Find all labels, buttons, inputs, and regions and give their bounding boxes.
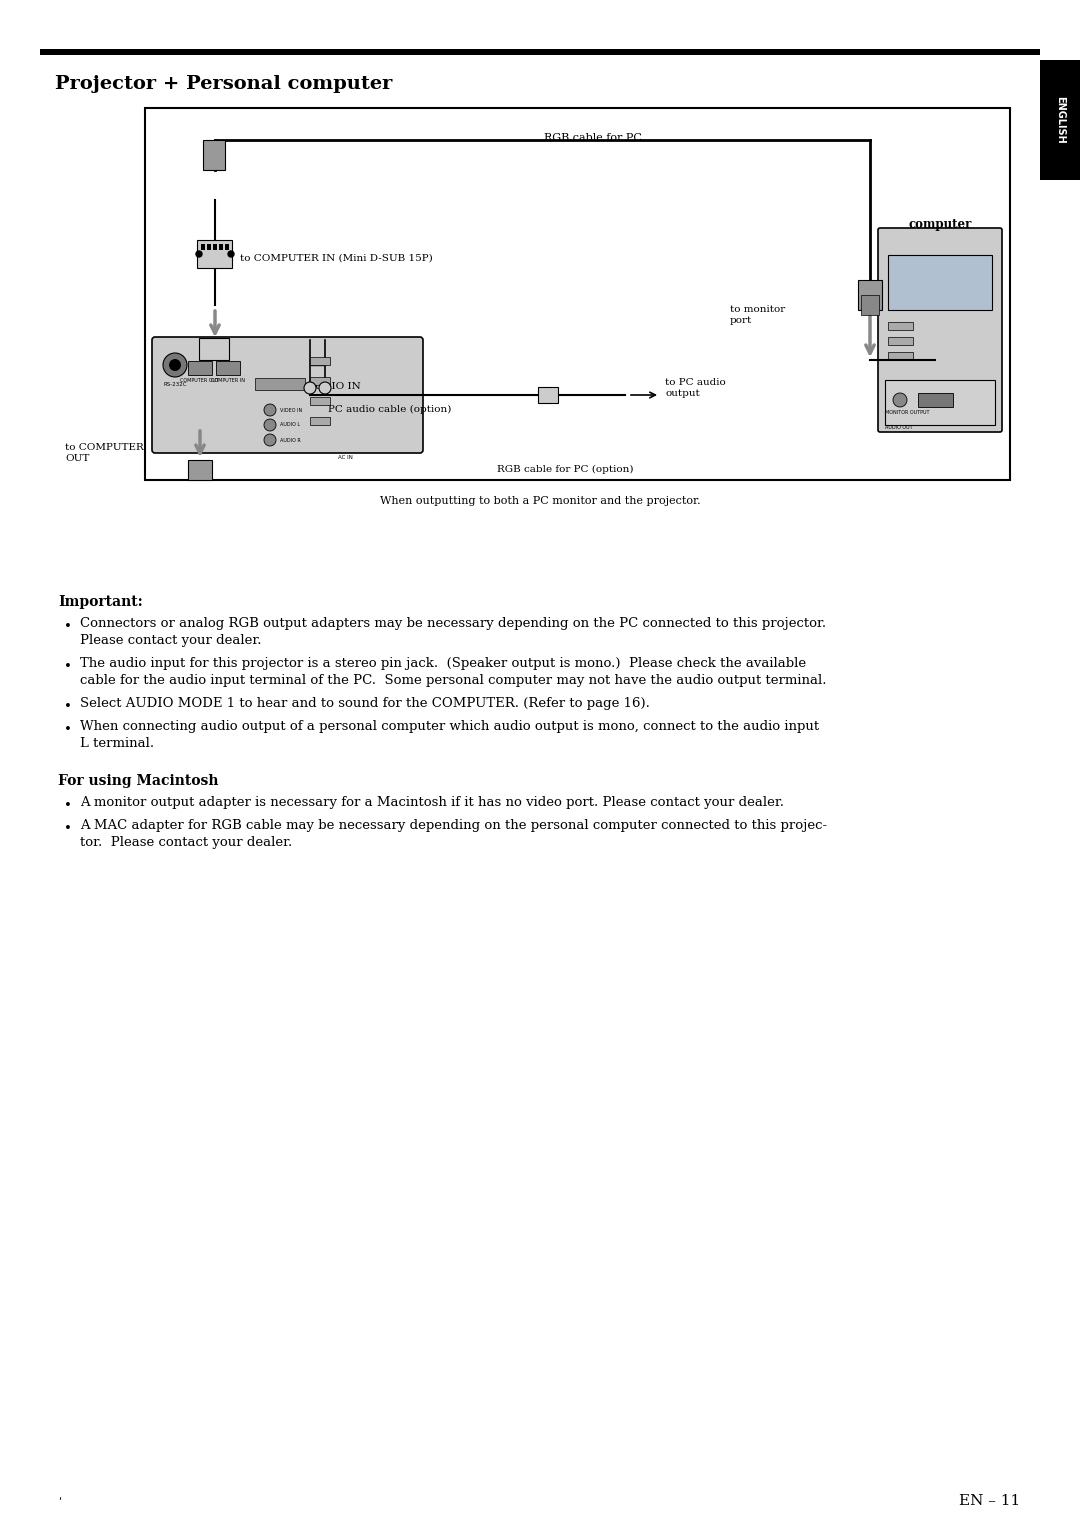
Text: to COMPUTER
OUT: to COMPUTER OUT [65,443,144,463]
Text: RGB cable for PC (option): RGB cable for PC (option) [497,465,633,474]
Bar [199,338,229,361]
Circle shape [168,359,181,371]
Text: •: • [64,822,72,834]
Bar [888,255,993,310]
Text: AUDIO OUT: AUDIO OUT [885,425,913,429]
Bar [888,351,913,361]
Text: EN – 11: EN – 11 [959,1494,1020,1508]
Circle shape [264,403,276,416]
Text: COMPUTER OUT: COMPUTER OUT [180,377,219,382]
Text: cable for the audio input terminal of the PC.  Some personal computer may not ha: cable for the audio input terminal of th… [80,674,826,688]
Bar [918,393,953,406]
Text: •: • [64,799,72,811]
Text: Please contact your dealer.: Please contact your dealer. [80,634,261,646]
Text: AUDIO R: AUDIO R [280,437,300,443]
Text: tor.  Please contact your dealer.: tor. Please contact your dealer. [80,836,293,850]
Bar [861,295,879,315]
Bar [310,417,330,425]
Text: to PC audio
output: to PC audio output [665,377,726,399]
Text: •: • [64,660,72,672]
Bar [40,49,1040,55]
Text: Projector + Personal computer: Projector + Personal computer [55,75,392,93]
Text: computer: computer [908,219,972,231]
Bar [216,361,240,374]
Circle shape [264,419,276,431]
Text: L terminal.: L terminal. [80,736,154,750]
Bar [885,380,995,425]
Bar [197,240,232,267]
Bar [203,141,225,170]
Circle shape [163,353,187,377]
Text: ʹ: ʹ [58,1497,62,1508]
Text: AUDIO L: AUDIO L [280,423,300,428]
Text: RGB cable for PC: RGB cable for PC [543,133,642,144]
Bar [188,460,212,480]
Bar [1040,60,1080,180]
Text: For using Macintosh: For using Macintosh [58,775,218,788]
Text: to monitor
port: to monitor port [730,306,785,325]
Circle shape [195,251,202,257]
Circle shape [228,251,234,257]
Bar [207,244,211,251]
Text: COMPUTER IN: COMPUTER IN [211,377,245,382]
Bar [219,244,222,251]
Bar [888,322,913,330]
Text: •: • [64,723,72,736]
Text: The audio input for this projector is a stereo pin jack.  (Speaker output is mon: The audio input for this projector is a … [80,657,806,669]
Text: VIDEO IN: VIDEO IN [280,408,302,413]
Circle shape [264,434,276,446]
FancyBboxPatch shape [152,338,423,452]
Text: Important:: Important: [58,594,143,610]
Bar [310,377,330,385]
FancyBboxPatch shape [878,228,1002,432]
Text: When outputting to both a PC monitor and the projector.: When outputting to both a PC monitor and… [380,497,700,506]
Circle shape [303,382,316,394]
Bar [538,387,558,403]
Bar [858,280,882,310]
Text: S-VIDEO: S-VIDEO [270,384,291,390]
Text: A monitor output adapter is necessary for a Macintosh if it has no video port. P: A monitor output adapter is necessary fo… [80,796,784,808]
Circle shape [319,382,330,394]
Text: •: • [64,620,72,633]
Bar [310,397,330,405]
Bar [888,338,913,345]
Text: When connecting audio output of a personal computer which audio output is mono, : When connecting audio output of a person… [80,720,819,733]
Text: to COMPUTER IN (Mini D-SUB 15P): to COMPUTER IN (Mini D-SUB 15P) [240,254,433,263]
Text: •: • [64,700,72,714]
Text: to  AUDIO IN: to AUDIO IN [291,382,361,391]
Text: RS-232C: RS-232C [163,382,187,387]
Bar [213,244,217,251]
Bar [188,361,212,374]
Circle shape [893,393,907,406]
Bar [201,244,205,251]
Bar [310,358,330,365]
Bar [145,108,1010,480]
Text: Select AUDIO MODE 1 to hear and to sound for the COMPUTER. (Refer to page 16).: Select AUDIO MODE 1 to hear and to sound… [80,697,650,711]
Bar [255,377,305,390]
Text: MONITOR OUTPUT: MONITOR OUTPUT [885,410,930,416]
Text: ENGLISH: ENGLISH [1055,96,1065,144]
Text: AC IN: AC IN [338,455,352,460]
Text: A MAC adapter for RGB cable may be necessary depending on the personal computer : A MAC adapter for RGB cable may be neces… [80,819,827,833]
Bar [225,244,229,251]
Text: PC audio cable (option): PC audio cable (option) [328,405,451,414]
Text: Connectors or analog RGB output adapters may be necessary depending on the PC co: Connectors or analog RGB output adapters… [80,617,826,630]
